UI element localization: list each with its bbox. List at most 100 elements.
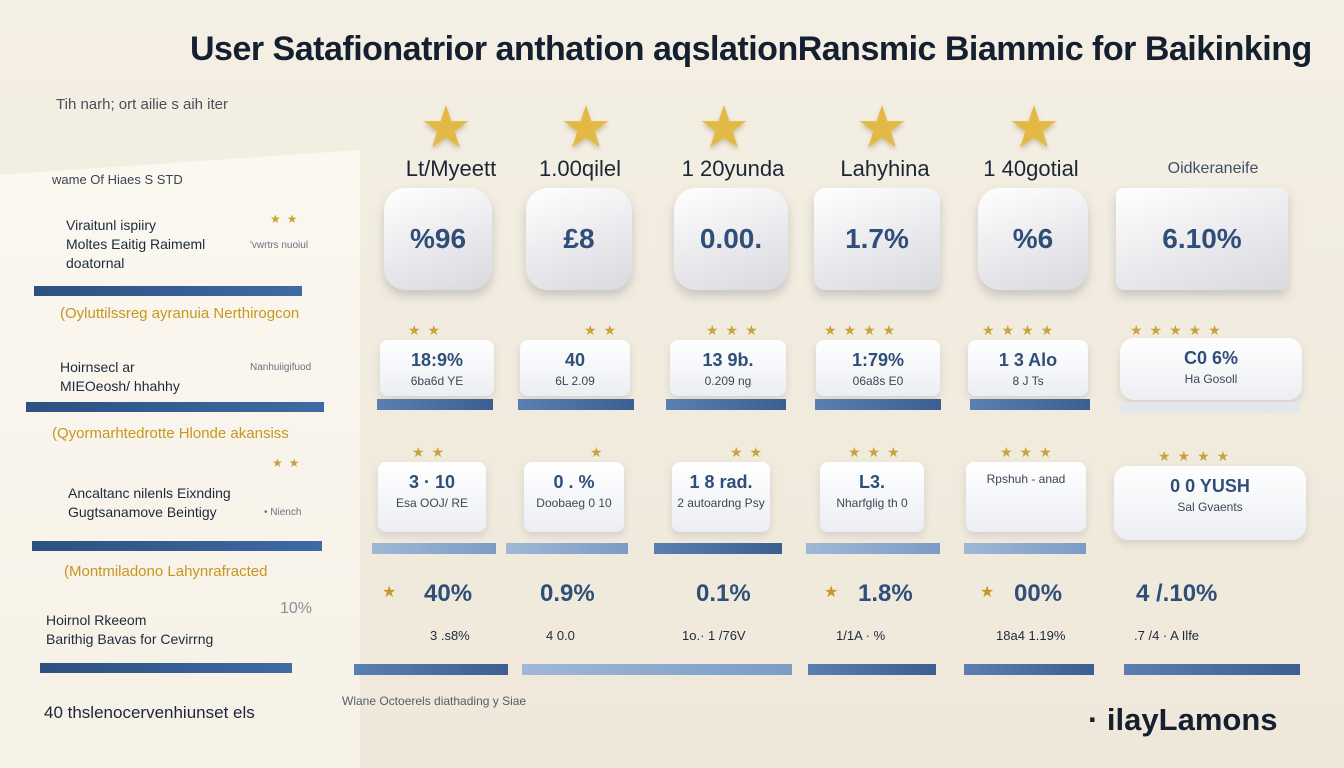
score-shield: 1.7%: [814, 188, 940, 290]
card-value: 1 3 Alo: [998, 350, 1058, 370]
card-bar: [518, 399, 634, 410]
card-bar: [808, 664, 936, 675]
card-subvalue: Ha Gosoll: [1184, 372, 1238, 386]
side-note-1: 'vwrtrs nuoiul: [250, 240, 309, 251]
metric-card: 18:9% 6ba6d YE: [380, 340, 494, 396]
column-header: Lt/Myeett: [405, 156, 497, 181]
shield-value: %96: [409, 223, 467, 254]
card-value: 1:79%: [851, 350, 905, 370]
side-stars-3: ★★: [272, 456, 306, 470]
star-icon: ★: [382, 584, 397, 601]
side-note-2: Nanhuiigifuod: [250, 362, 312, 373]
metric-card: 3 · 10 Esa OOJ/ RE: [378, 462, 486, 532]
card-bar: [372, 543, 496, 554]
row4-value: 0.9%: [540, 580, 595, 607]
score-shield: 0.00.: [674, 188, 788, 290]
row4-subvalue: 18a4 1.19%: [996, 628, 1066, 643]
card-bar: [354, 664, 508, 675]
column-header: 1.00qilel: [539, 156, 621, 181]
column-header: 1 20yunda: [681, 156, 785, 181]
card-bar: [654, 543, 782, 554]
card-subvalue: 8 J Ts: [1012, 374, 1044, 388]
card-bar: [964, 664, 1094, 675]
card-value: C0 6%: [1183, 348, 1239, 368]
card-value: 40: [564, 350, 586, 370]
rating-star-icon: ★: [698, 95, 750, 160]
card-value: 1 8 rad.: [689, 472, 753, 492]
card-subvalue: 6ba6d YE: [410, 374, 464, 388]
side-text-1: Viraitunl ispiiry Moltes Eaitig Raimeml …: [66, 217, 206, 271]
row-stars: ★★: [408, 322, 448, 338]
row-stars: ★★★: [1000, 444, 1059, 460]
side-bar-2: [26, 402, 324, 412]
row4-subvalue: .7 /4 · A Ilfe: [1134, 628, 1200, 643]
card-bar: [970, 399, 1090, 410]
column-header: Lahyhina: [840, 156, 930, 181]
card-subvalue: 0.209 ng: [704, 374, 752, 388]
row4-value: 0.1%: [696, 580, 751, 607]
side-text-4: Hoirnol Rkeeom Barithig Bavas for Cevirr…: [46, 612, 214, 647]
side-note-3: • Niench: [264, 507, 302, 518]
card-bar: [666, 399, 786, 410]
card-bar: [1120, 402, 1300, 413]
card-value: 3 · 10: [408, 472, 456, 492]
row-stars: ★★: [730, 444, 770, 460]
card-value: 0 0 YUSH: [1170, 476, 1250, 496]
side-stars-1: ★★: [270, 212, 304, 226]
row4-value: 00%: [1014, 580, 1063, 607]
side-bar-4: [40, 663, 292, 673]
card-value: L3.: [858, 472, 885, 492]
row4-subvalue: 1/1A · %: [836, 628, 886, 643]
card-bar: [506, 543, 628, 554]
score-shield: %6: [978, 188, 1088, 290]
column-header: 1 40gotial: [983, 156, 1079, 181]
row-stars: ★★: [412, 444, 452, 460]
side-bar-1: [34, 286, 302, 296]
page-subtitle: Tih narh; ort ailie s aih iter: [56, 96, 229, 113]
card-subvalue: 6L 2.09: [555, 374, 595, 388]
card-subvalue: Sal Gvaents: [1177, 500, 1243, 514]
row4-subvalue: 1o.· 1 /76V: [682, 628, 746, 643]
score-shield: £8: [526, 188, 632, 290]
score-shield: %96: [384, 188, 492, 290]
row-stars: ★★: [584, 322, 624, 338]
card-value: 0 . %: [553, 472, 595, 492]
row-stars: ★: [590, 444, 610, 460]
card-subvalue: Esa OOJ/ RE: [395, 496, 469, 510]
rating-star-icon: ★: [1008, 95, 1060, 160]
card-value: 13 9b.: [702, 350, 754, 370]
row-stars: ★★★: [706, 322, 765, 338]
row4-value: 40%: [424, 580, 473, 607]
metric-card: 1:79% 06a8s E0: [816, 340, 940, 396]
shield-value: 0.00.: [699, 223, 763, 254]
metric-card: 0 . % Doobaeg 0 10: [524, 462, 624, 532]
metric-card: 40 6L 2.09: [520, 340, 630, 396]
card-subvalue: Nharfglig th 0: [836, 496, 908, 510]
card-value: 18:9%: [410, 350, 464, 370]
star-icon: ★: [980, 584, 995, 601]
card-bar: [964, 543, 1086, 554]
shield-value: 6.10%: [1162, 223, 1242, 254]
metric-card: 0 0 YUSH Sal Gvaents: [1114, 466, 1306, 540]
row-stars: ★★★: [848, 444, 907, 460]
metric-card: 13 9b. 0.209 ng: [670, 340, 786, 396]
side-bar-3: [32, 541, 322, 551]
card-subvalue: 2 autoardng Psy: [677, 496, 765, 510]
side-highlight-4: (Montmiladono Lahynrafracted: [64, 563, 268, 580]
metric-card: C0 6% Ha Gosoll: [1120, 338, 1302, 400]
shield-value: 1.7%: [845, 223, 909, 254]
rating-star-icon: ★: [420, 95, 472, 160]
shield-value: %6: [1012, 223, 1054, 254]
star-icon: ★: [824, 584, 839, 601]
metric-card: L3. Nharfglig th 0: [820, 462, 924, 532]
row4-value: 4 /.10%: [1136, 580, 1218, 607]
side-highlight-3: (Qyormarhtedrotte Hlonde akansiss: [52, 425, 289, 442]
card-bar: [815, 399, 941, 410]
side-text-3: Ancaltanc nilenls Eixnding Gugtsanamove …: [68, 485, 231, 520]
row4-subvalue: 4 0.0: [546, 628, 575, 643]
card-subvalue: Rpshuh - anad: [986, 472, 1066, 486]
metric-card: 1 8 rad. 2 autoardng Psy: [672, 462, 770, 532]
brand-logo-text: · ilayLamons: [1088, 702, 1278, 737]
side-text-2: Hoirnsecl ar MIEOeosh/ hhahhy: [60, 359, 180, 394]
row-stars: ★★★★: [1158, 448, 1237, 464]
